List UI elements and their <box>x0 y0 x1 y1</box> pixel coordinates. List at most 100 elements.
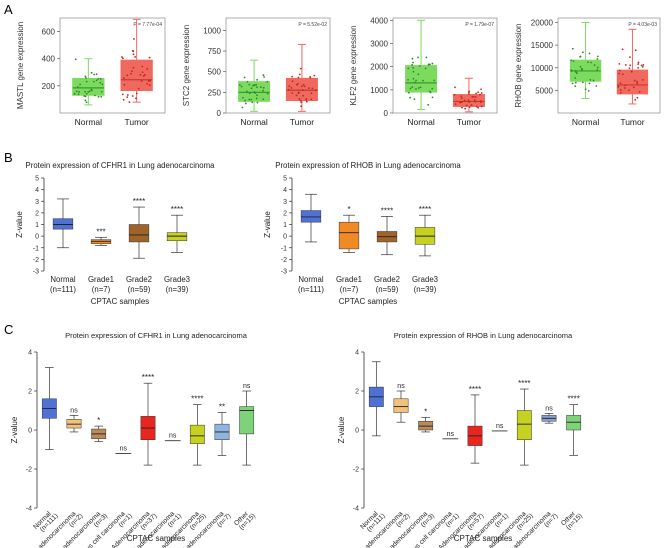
box-tumor <box>120 59 153 92</box>
x-tick-label-normal: Normal <box>240 117 268 127</box>
data-point <box>417 73 420 76</box>
p-value-label: P = 4.03e-03 <box>628 22 657 28</box>
data-point <box>93 73 96 76</box>
data-point <box>411 64 413 66</box>
y-tick-label: 200 <box>42 82 56 91</box>
data-point <box>295 94 298 97</box>
x-tick-label-tumor: Tumor <box>620 117 644 127</box>
data-point <box>468 106 471 108</box>
data-point <box>596 69 599 71</box>
data-point <box>301 89 304 91</box>
data-point <box>419 86 422 89</box>
data-point <box>133 38 135 40</box>
data-point <box>255 97 258 100</box>
data-point <box>139 73 142 76</box>
data-point <box>132 66 135 69</box>
significance-label: * <box>347 205 350 214</box>
data-point <box>470 104 473 106</box>
data-point <box>310 92 313 95</box>
data-point <box>582 51 584 54</box>
data-point <box>464 107 467 110</box>
data-point <box>148 56 151 59</box>
x-tick-count: (n=39) <box>166 285 189 294</box>
data-point <box>298 73 301 76</box>
p-value-label: P = 1.79e-07 <box>465 22 494 28</box>
significance-label: **** <box>133 197 145 206</box>
data-point <box>584 88 587 91</box>
data-point <box>256 101 259 104</box>
data-point <box>632 86 635 89</box>
data-point <box>459 101 461 104</box>
data-point <box>85 76 87 79</box>
data-point <box>633 79 636 82</box>
data-point <box>146 83 149 85</box>
box-3 <box>166 232 188 242</box>
x-tick-label: Normal <box>298 275 323 284</box>
data-point <box>579 55 581 58</box>
y-tick-label: 4 <box>35 187 39 194</box>
data-point <box>480 88 483 91</box>
plot-frame <box>392 17 498 114</box>
data-point <box>408 91 410 94</box>
y-tick-label: 4000 <box>370 16 388 25</box>
chart-title: Protein expression of RHOB in Lung adeno… <box>275 161 461 170</box>
data-point <box>409 96 411 99</box>
data-point <box>422 79 424 82</box>
y-tick-label: -2 <box>33 257 39 264</box>
data-point <box>467 99 470 102</box>
y-tick-label: 4 <box>283 187 287 194</box>
y-tick-label: -2 <box>353 467 359 474</box>
data-point <box>412 77 415 80</box>
panel-label-b: B <box>4 150 13 165</box>
data-point <box>256 94 258 97</box>
data-point <box>90 88 93 91</box>
data-point <box>248 83 251 86</box>
panel-label-c: C <box>4 322 13 337</box>
data-point <box>140 80 143 82</box>
chart-title: Protein expression of CFHR1 in Lung aden… <box>26 161 216 170</box>
y-axis-label: Z-value <box>263 211 272 238</box>
y-tick-label: 2000 <box>370 63 388 72</box>
data-point <box>418 65 421 67</box>
data-point <box>431 96 434 99</box>
data-point <box>135 92 138 95</box>
data-point <box>305 98 308 101</box>
y-tick-label: 20000 <box>531 19 554 28</box>
data-point <box>89 90 91 93</box>
data-point <box>90 71 93 74</box>
data-point <box>460 97 463 99</box>
x-tick-count: (n=111) <box>298 285 324 294</box>
data-point <box>246 80 249 83</box>
data-point <box>291 80 294 83</box>
data-point <box>122 57 124 60</box>
y-tick-label: 3 <box>35 199 39 206</box>
data-point <box>251 101 254 104</box>
data-point <box>244 99 246 102</box>
y-tick-label: -2 <box>26 467 32 474</box>
data-point <box>431 62 434 65</box>
data-point <box>128 101 131 104</box>
data-point <box>87 90 90 93</box>
data-point <box>465 104 468 107</box>
y-tick-label: 1000 <box>370 86 388 95</box>
data-point <box>617 85 620 88</box>
data-point <box>85 92 88 95</box>
data-point <box>84 99 87 102</box>
data-point <box>147 80 150 82</box>
data-point <box>255 86 258 89</box>
x-tick-count: (n=39) <box>414 285 437 294</box>
data-point <box>245 90 248 93</box>
data-point <box>99 81 102 84</box>
significance-label: ns <box>120 445 128 452</box>
significance-label: ** <box>219 402 225 411</box>
data-point <box>148 84 151 87</box>
y-tick-label: 4 <box>355 350 359 357</box>
y-tick-label: 400 <box>42 55 56 64</box>
plot-frame <box>557 17 661 114</box>
data-point <box>95 73 98 76</box>
significance-label: ns <box>169 433 177 440</box>
data-point <box>628 67 631 70</box>
significance-label: *** <box>96 227 105 236</box>
data-point <box>97 95 100 98</box>
data-point <box>263 76 265 78</box>
